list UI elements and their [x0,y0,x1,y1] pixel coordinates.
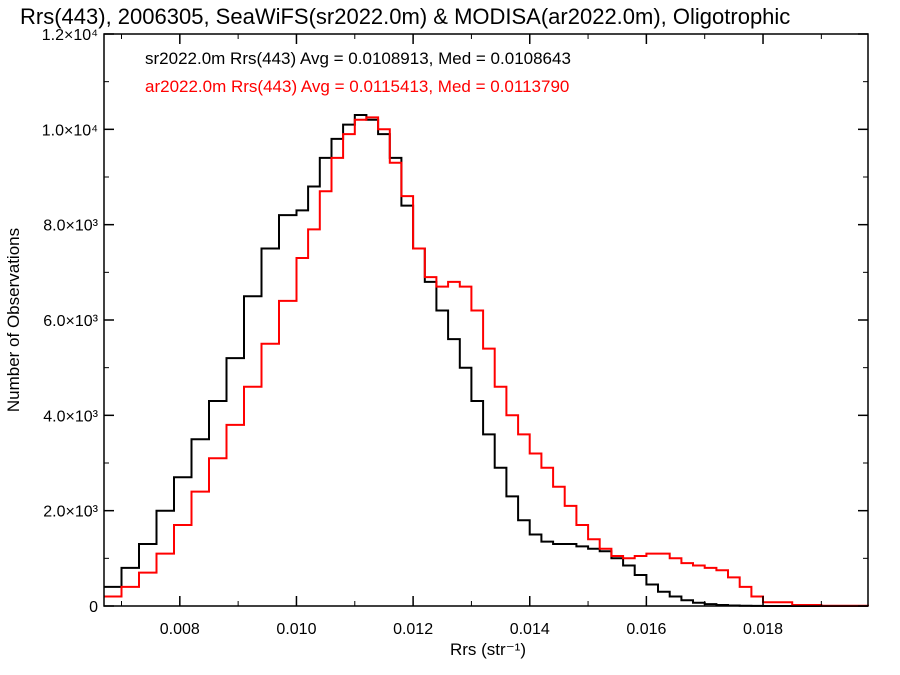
x-tick-label: 0.018 [743,621,783,638]
y-tick-label: 1.2×10⁴ [42,27,98,44]
y-tick-label: 0 [89,599,98,616]
y-tick-label: 4.0×10³ [43,408,98,425]
legend-entry-black: sr2022.0m Rrs(443) Avg = 0.0108913, Med … [145,49,571,68]
y-tick-label: 2.0×10³ [43,504,98,521]
x-tick-label: 0.012 [393,621,433,638]
legend-entry-red: ar2022.0m Rrs(443) Avg = 0.0115413, Med … [145,77,569,96]
y-tick-label: 8.0×10³ [43,218,98,235]
x-axis-label: Rrs (str⁻¹) [450,640,526,659]
y-tick-label: 6.0×10³ [43,313,98,330]
y-tick-label: 1.0×10⁴ [42,122,98,139]
chart-title: Rrs(443), 2006305, SeaWiFS(sr2022.0m) & … [20,4,790,29]
y-axis-ticks: 0 2.0×10³ 4.0×10³ 6.0×10³ 8.0×10³ 1.0×10⁴ 1.2×… [42,27,868,616]
x-tick-label: 0.010 [276,621,316,638]
series-line-2 [104,116,869,607]
x-tick-label: 0.008 [160,621,200,638]
series-layer [104,114,869,607]
x-tick-label: 0.016 [626,621,666,638]
series-line-1 [104,114,868,607]
x-tick-label: 0.014 [510,621,550,638]
y-axis-label: Number of Observations [4,228,23,412]
x-axis-ticks: 0.008 0.010 0.012 0.014 0.016 0.018 [120,34,822,638]
plot-frame [103,33,869,607]
